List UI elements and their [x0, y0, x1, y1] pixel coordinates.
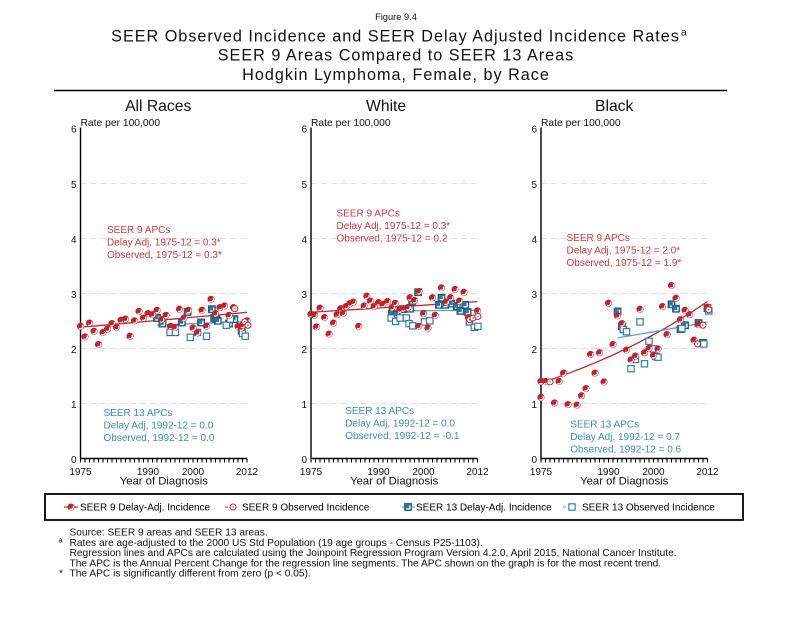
svg-text:SEER 9 APCs: SEER 9 APCs [107, 225, 170, 236]
svg-text:0: 0 [71, 455, 77, 466]
svg-text:Delay Adj, 1975-12 = 2.0*: Delay Adj, 1975-12 = 2.0* [567, 246, 681, 257]
svg-text:5: 5 [71, 180, 77, 191]
svg-text:2000: 2000 [642, 467, 665, 478]
svg-text:Hodgkin Lymphoma, Female, by R: Hodgkin Lymphoma, Female, by Race [242, 66, 550, 84]
svg-text:1990: 1990 [597, 467, 620, 478]
svg-text:2012: 2012 [236, 467, 259, 478]
svg-text:Regression lines and APCs are: Regression lines and APCs are calculated… [70, 548, 677, 559]
svg-text:SEER 9 APCs: SEER 9 APCs [567, 233, 630, 244]
svg-text:Figure 9.4: Figure 9.4 [375, 12, 417, 22]
svg-text:Rate per 100,000: Rate per 100,000 [541, 118, 621, 129]
svg-text:0: 0 [301, 455, 307, 466]
svg-text:3: 3 [71, 290, 77, 301]
svg-text:6: 6 [301, 125, 307, 136]
svg-text:SEER 13 APCs: SEER 13 APCs [104, 408, 173, 419]
svg-text:Delay Adj, 1975-12 = 0.3*: Delay Adj, 1975-12 = 0.3* [107, 238, 221, 249]
svg-text:5: 5 [531, 180, 537, 191]
svg-text:Rates are age-adjusted to the: Rates are age-adjusted to the 2000 US St… [70, 538, 483, 549]
svg-text:2012: 2012 [466, 467, 489, 478]
svg-text:*: * [59, 569, 63, 580]
svg-text:2: 2 [531, 345, 537, 356]
svg-text:1: 1 [531, 400, 537, 411]
svg-text:All Races: All Races [125, 98, 191, 115]
svg-text:SEER 13 Observed Incidence: SEER 13 Observed Incidence [582, 503, 715, 514]
svg-text:1990: 1990 [137, 467, 160, 478]
svg-text:1975: 1975 [300, 467, 323, 478]
svg-text:4: 4 [531, 235, 537, 246]
svg-text:1975: 1975 [530, 467, 553, 478]
svg-text:Observed, 1975-12 = 0.2: Observed, 1975-12 = 0.2 [337, 234, 448, 245]
svg-text:5: 5 [301, 180, 307, 191]
svg-text:The APC is the Annual Percent: The APC is the Annual Percent Change for… [70, 558, 662, 569]
svg-text:6: 6 [531, 125, 537, 136]
svg-text:SEER 13 APCs: SEER 13 APCs [345, 406, 414, 417]
svg-text:SEER Observed Incidence and SE: SEER Observed Incidence and SEER Delay A… [111, 27, 680, 45]
svg-text:2012: 2012 [696, 467, 719, 478]
svg-text:SEER 9 APCs: SEER 9 APCs [337, 209, 400, 220]
svg-text:Source: SEER 9 areas and SEER: Source: SEER 9 areas and SEER 13 areas. [70, 528, 268, 539]
svg-text:SEER 9 Areas Compared to SEER: SEER 9 Areas Compared to SEER 13 Areas [218, 46, 575, 64]
svg-text:1: 1 [301, 400, 307, 411]
svg-text:3: 3 [531, 290, 537, 301]
svg-text:Year of Diagnosis: Year of Diagnosis [350, 476, 438, 488]
svg-text:Observed, 1975-12 = 1.9*: Observed, 1975-12 = 1.9* [567, 258, 682, 269]
svg-text:a: a [59, 536, 64, 545]
svg-text:Year of Diagnosis: Year of Diagnosis [580, 476, 668, 488]
svg-text:Delay Adj, 1992-12 = 0.7: Delay Adj, 1992-12 = 0.7 [570, 432, 680, 443]
svg-text:White: White [366, 98, 406, 115]
svg-text:3: 3 [301, 290, 307, 301]
svg-text:1975: 1975 [69, 467, 92, 478]
svg-text:4: 4 [301, 235, 307, 246]
svg-text:SEER 13 APCs: SEER 13 APCs [570, 420, 639, 431]
svg-text:Observed, 1992-12 = -0.1: Observed, 1992-12 = -0.1 [345, 431, 460, 442]
svg-text:SEER 9 Observed Incidence: SEER 9 Observed Incidence [242, 503, 370, 514]
svg-text:Observed, 1992-12 = 0.0: Observed, 1992-12 = 0.0 [104, 433, 215, 444]
svg-text:6: 6 [71, 125, 77, 136]
svg-text:The APC is significantly diffe: The APC is significantly different from … [70, 569, 311, 580]
svg-text:2: 2 [71, 345, 77, 356]
svg-text:Black: Black [595, 98, 634, 115]
svg-text:Delay Adj, 1975-12 = 0.3*: Delay Adj, 1975-12 = 0.3* [337, 221, 451, 232]
svg-text:Delay Adj, 1992-12 = 0.0: Delay Adj, 1992-12 = 0.0 [345, 418, 455, 429]
svg-text:Observed, 1992-12 = 0.6: Observed, 1992-12 = 0.6 [570, 445, 681, 456]
svg-text:Rate per 100,000: Rate per 100,000 [311, 118, 391, 129]
svg-text:1: 1 [71, 400, 77, 411]
svg-text:2000: 2000 [412, 467, 435, 478]
svg-text:a: a [681, 27, 687, 39]
svg-text:0: 0 [531, 455, 537, 466]
svg-text:2: 2 [301, 345, 307, 356]
svg-text:SEER 9 Delay-Adj. Incidence: SEER 9 Delay-Adj. Incidence [80, 503, 211, 514]
svg-text:1990: 1990 [367, 467, 390, 478]
svg-text:SEER 13 Delay-Adj. Incidence: SEER 13 Delay-Adj. Incidence [416, 503, 552, 514]
svg-text:Rate per 100,000: Rate per 100,000 [81, 118, 161, 129]
svg-text:4: 4 [71, 235, 77, 246]
svg-text:2000: 2000 [182, 467, 205, 478]
svg-text:Delay Adj, 1992-12 = 0.0: Delay Adj, 1992-12 = 0.0 [104, 421, 214, 432]
svg-text:Observed, 1975-12 = 0.3*: Observed, 1975-12 = 0.3* [107, 250, 222, 261]
svg-text:Year of Diagnosis: Year of Diagnosis [120, 476, 208, 488]
